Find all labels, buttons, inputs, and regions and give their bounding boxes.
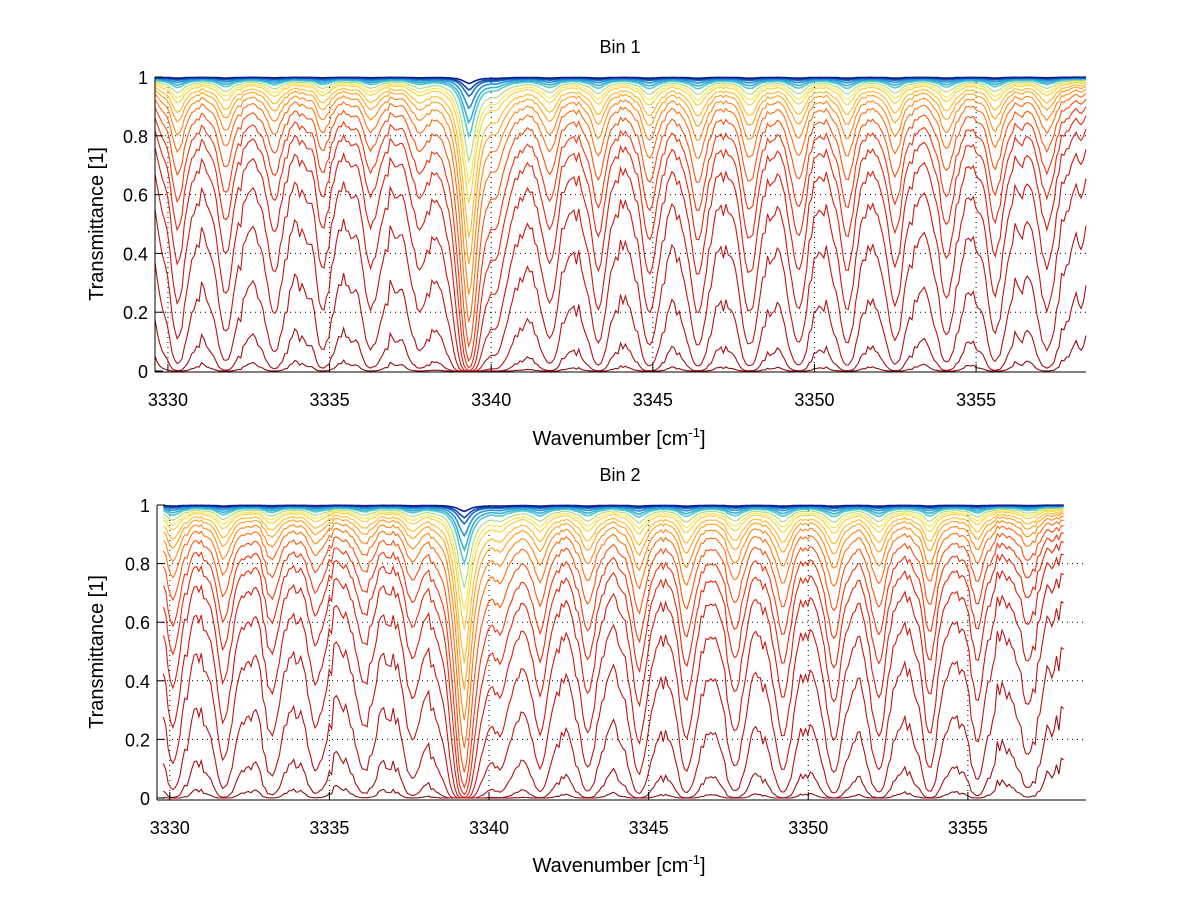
series-line [162, 525, 1064, 773]
series-line [154, 79, 1087, 164]
y-tick-labels: 0 0.2 0.4 0.6 0.8 1 [123, 68, 148, 382]
x-tick-label: 3355 [956, 390, 996, 410]
series-line [162, 515, 1064, 721]
x-tick-label: 3330 [148, 390, 188, 410]
series-lines [154, 76, 1087, 372]
x-tick-labels: 3330 3335 3340 3345 3350 3355 [148, 390, 996, 410]
series-line [154, 128, 1087, 371]
series-line [163, 506, 1064, 566]
y-tick-label: 0.4 [123, 244, 148, 264]
y-tick-label: 0.2 [125, 730, 150, 750]
subplot-bin-2: Bin 2 3330 3335 3340 3345 3350 3355 0 0.2 0.4 0.… [86, 465, 1086, 877]
y-tick-label: 0.8 [123, 127, 148, 147]
axes [154, 76, 1086, 373]
series-line [154, 77, 1087, 125]
y-tick-label: 0 [140, 789, 150, 809]
x-tick-label: 3355 [948, 818, 988, 838]
series-line [154, 285, 1087, 372]
y-tick-label: 0.2 [123, 303, 148, 323]
series-line [163, 757, 1064, 799]
series-line [154, 225, 1087, 372]
series-line [154, 149, 1087, 372]
series-line [155, 76, 1086, 85]
series-lines [162, 504, 1065, 799]
x-tick-label: 3340 [469, 818, 509, 838]
y-tick-label: 0 [138, 362, 148, 382]
series-line [163, 508, 1064, 610]
series-line [162, 553, 1064, 798]
series-line [154, 92, 1087, 323]
series-line [154, 78, 1087, 139]
grid-lines [157, 505, 1086, 800]
series-line [162, 532, 1064, 789]
series-line [162, 540, 1064, 796]
series-line [162, 600, 1064, 799]
x-tick-label: 3350 [788, 818, 828, 838]
y-axis-label: Transmittance [1] [86, 575, 108, 729]
chart-title: Bin 1 [599, 37, 640, 57]
x-tick-labels: 3330 3335 3340 3345 3350 3355 [150, 818, 988, 838]
series-line [154, 88, 1087, 295]
chart-title: Bin 2 [599, 465, 640, 485]
y-tick-label: 1 [140, 496, 150, 516]
x-axis-label: Wavenumber [cm-1] [532, 852, 705, 877]
y-tick-labels: 0 0.2 0.4 0.6 0.8 1 [125, 496, 150, 809]
series-line [163, 504, 1064, 513]
x-tick-label: 3335 [309, 818, 349, 838]
series-line [163, 511, 1064, 664]
series-line [154, 98, 1087, 349]
series-line [154, 81, 1087, 204]
series-line [163, 513, 1064, 690]
series-line [163, 507, 1064, 588]
x-tick-label: 3330 [150, 818, 190, 838]
x-tick-label: 3335 [310, 390, 350, 410]
x-tick-label: 3340 [471, 390, 511, 410]
series-line [154, 85, 1087, 265]
series-line [154, 80, 1087, 184]
series-line [154, 106, 1087, 363]
series-line [154, 335, 1087, 372]
y-tick-label: 0.6 [125, 613, 150, 633]
subplot-bin-1: Bin 1 3330 3335 3340 3345 3350 3355 0 0.2 0.4 0.… [86, 37, 1087, 450]
series-line [163, 509, 1064, 630]
y-tick-label: 0.6 [123, 186, 148, 206]
series-line [163, 705, 1065, 799]
series-line [154, 178, 1087, 372]
y-tick-label: 0.4 [125, 672, 150, 692]
x-tick-label: 3350 [794, 390, 834, 410]
series-line [163, 505, 1064, 552]
x-tick-label: 3345 [633, 390, 673, 410]
x-tick-label: 3345 [629, 818, 669, 838]
y-tick-label: 1 [138, 68, 148, 88]
series-line [154, 83, 1087, 238]
y-tick-label: 0.8 [125, 555, 150, 575]
axes [156, 504, 1086, 801]
y-axis-label: Transmittance [1] [86, 147, 108, 301]
series-line [154, 115, 1087, 369]
x-axis-label: Wavenumber [cm-1] [532, 425, 705, 450]
series-line [162, 572, 1064, 799]
series-line [162, 519, 1064, 749]
series-line [162, 646, 1065, 799]
